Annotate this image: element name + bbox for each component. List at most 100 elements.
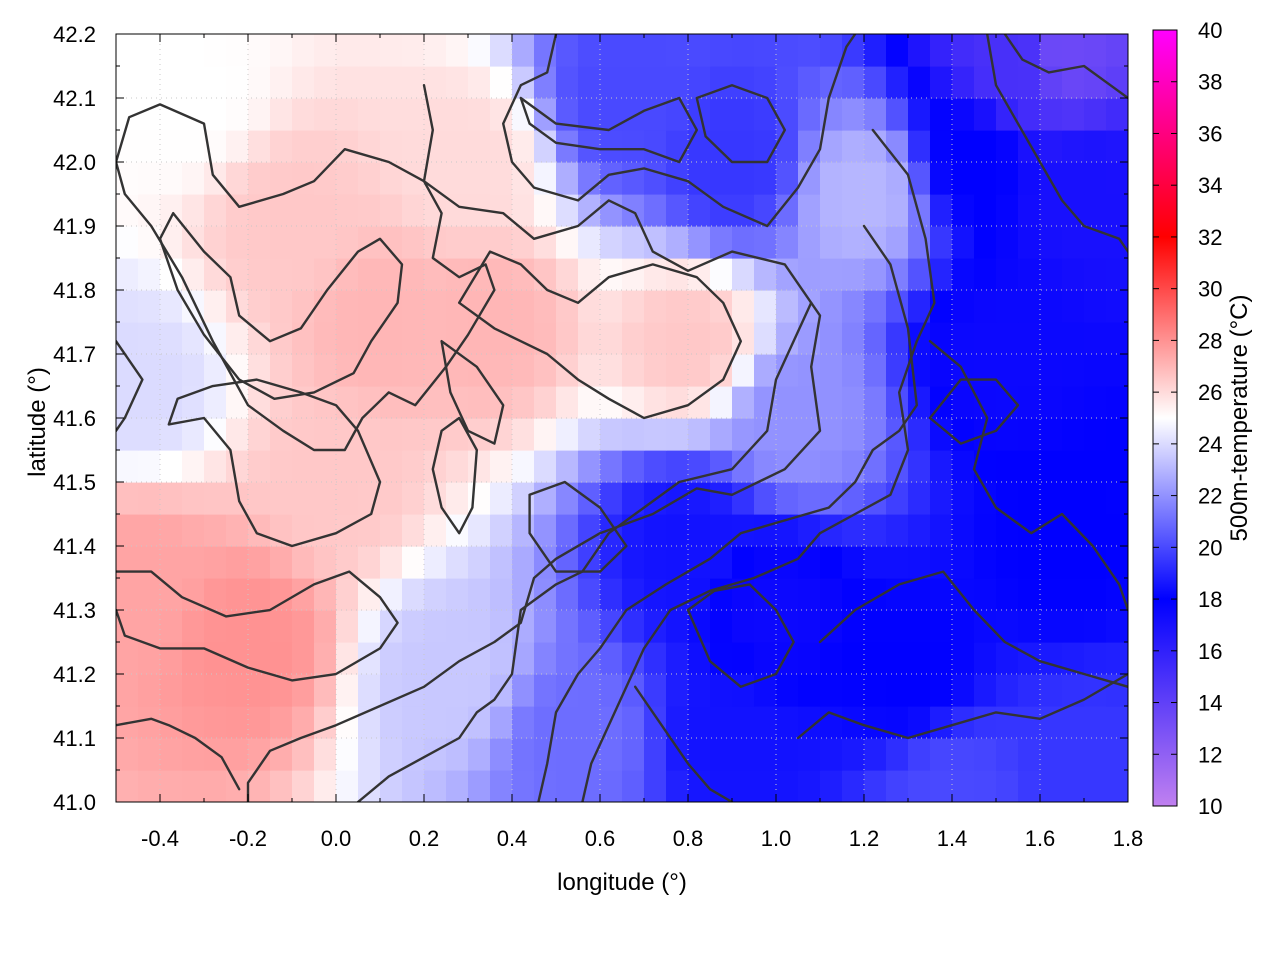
x-tick-label: 1.6 [1025,826,1056,851]
heatmap-cell [116,258,139,291]
colorbar-tick-label: 30 [1198,277,1222,302]
heatmap-cell [292,674,315,707]
heatmap-cell [842,386,865,419]
heatmap-cell [798,418,821,451]
heatmap-cell [952,514,975,547]
heatmap-cell [226,546,249,579]
heatmap-cell [556,194,579,227]
colorbar-tick-label: 34 [1198,173,1222,198]
heatmap-cell [380,354,403,387]
heatmap-cell [842,66,865,99]
heatmap-cell [358,514,381,547]
heatmap-cell [732,258,755,291]
heatmap-cell [160,418,183,451]
heatmap-cell [336,194,359,227]
heatmap-cell [314,194,337,227]
heatmap-cell [534,162,557,195]
heatmap-cell [380,162,403,195]
heatmap-cell [710,354,733,387]
heatmap-cell [886,386,909,419]
heatmap-cell [490,162,513,195]
heatmap-cell [754,194,777,227]
heatmap-cell [226,738,249,771]
heatmap-cell [534,738,557,771]
heatmap-cell [314,578,337,611]
heatmap-cell [1084,610,1107,643]
contour-line-22 [528,480,628,573]
heatmap-cell [204,738,227,771]
heatmap-cell [1084,258,1107,291]
contour-line-26 [158,211,404,400]
heatmap-cell [754,610,777,643]
heatmap-cell [270,354,293,387]
heatmap-cell [512,130,535,163]
heatmap-cell [490,546,513,579]
heatmap-cell [952,130,975,163]
heatmap-cell [996,706,1019,739]
heatmap-cell [292,642,315,675]
heatmap-cell [182,354,205,387]
heatmap-cell [842,194,865,227]
heatmap-cell [270,642,293,675]
heatmap-cell [622,130,645,163]
heatmap-cell [556,578,579,611]
heatmap-cell [424,34,447,67]
heatmap-cell [842,450,865,483]
heatmap-cell [270,66,293,99]
heatmap-cell [908,130,931,163]
colorbar [1152,29,1178,807]
heatmap-cell [116,130,139,163]
heatmap-cell [842,578,865,611]
heatmap-cell [1106,130,1128,163]
heatmap-cell [1040,770,1063,802]
heatmap-cell [864,642,887,675]
heatmap-cell [688,290,711,323]
contour-line-18 [986,34,1128,253]
heatmap-cell [886,770,909,802]
heatmap-cell [1062,610,1085,643]
heatmap-cell [292,418,315,451]
heatmap-cell [512,354,535,387]
heatmap-cell [204,674,227,707]
heatmap-cell [358,482,381,515]
heatmap-cell [204,450,227,483]
heatmap-cell [226,706,249,739]
heatmap-cell [930,258,953,291]
contour-line-18 [796,672,1128,740]
heatmap-cell [424,194,447,227]
heatmap-cell [1062,98,1085,131]
heatmap-cell [468,386,491,419]
heatmap-cell [1084,482,1107,515]
heatmap-cell [1018,34,1041,67]
heatmap-cell [952,770,975,802]
heatmap-cell [732,482,755,515]
heatmap-cell [138,386,161,419]
heatmap-cell [160,162,183,195]
heatmap-cell [1084,642,1107,675]
heatmap-cell [974,194,997,227]
heatmap-cell [578,674,601,707]
heatmap-cell [974,642,997,675]
heatmap-cell [864,770,887,802]
heatmap-cell [820,386,843,419]
heatmap-cell [644,674,667,707]
heatmap-cell [842,738,865,771]
heatmap-cell [204,194,227,227]
heatmap-cell [314,738,337,771]
heatmap-cell [908,610,931,643]
heatmap-cell [996,578,1019,611]
heatmap-cell [1106,162,1128,195]
heatmap-cell [424,770,447,802]
heatmap-cell [468,34,491,67]
heatmap-cell [1018,98,1041,131]
heatmap-cell [1106,610,1128,643]
heatmap-cell [930,66,953,99]
contour-line-20 [581,128,936,802]
heatmap-cell [314,130,337,163]
heatmap-cell [798,226,821,259]
heatmap-cell [512,450,535,483]
heatmap-cell [358,354,381,387]
heatmap-cell [820,674,843,707]
heatmap-cell [864,194,887,227]
heatmap-cell [666,194,689,227]
